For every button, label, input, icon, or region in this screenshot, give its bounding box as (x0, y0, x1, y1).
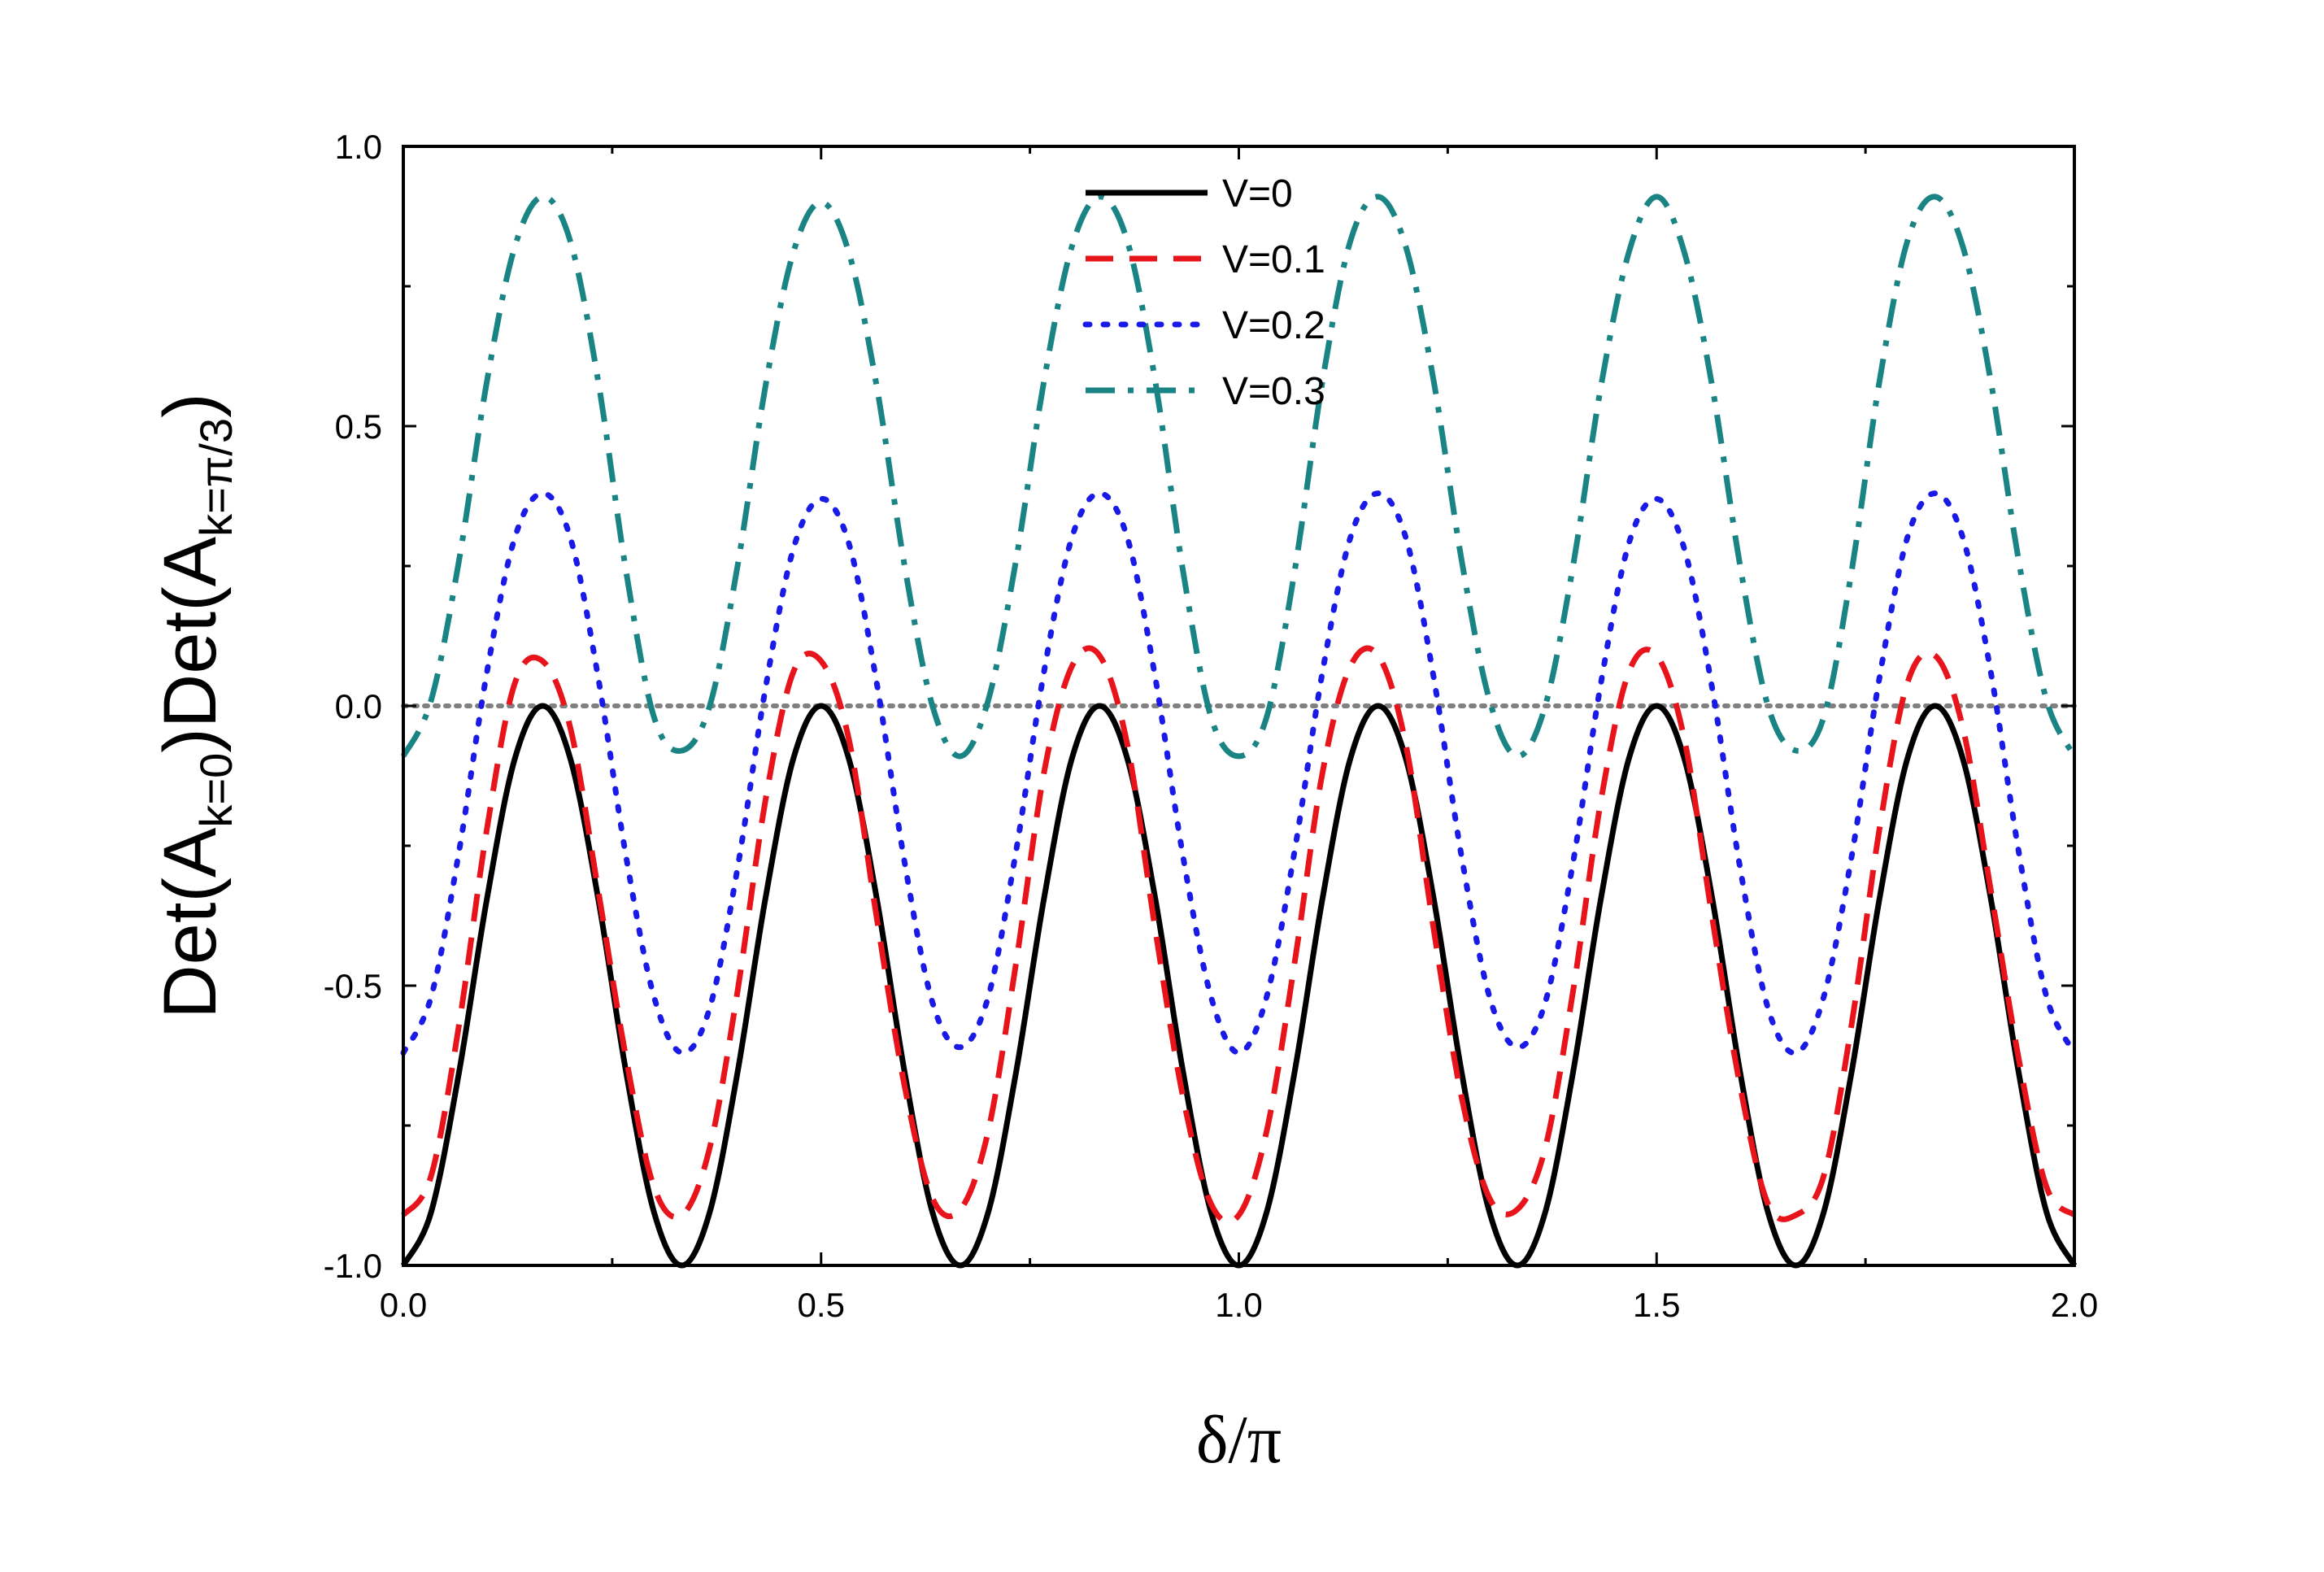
series-line-v-0-3 (400, 194, 2078, 760)
y-axis-label-part: ) (149, 393, 232, 418)
legend-label: V=0.2 (1222, 304, 1325, 347)
y-tick-label: -1.0 (324, 1247, 382, 1285)
legend-label: V=0 (1222, 172, 1293, 216)
x-tick-label: 1.5 (1633, 1286, 1680, 1324)
y-axis-label-part: Det(A (149, 827, 232, 1019)
y-tick-label: -0.5 (324, 967, 382, 1005)
y-tick-label: 0.0 (335, 687, 382, 725)
x-tick-label: 1.0 (1215, 1286, 1262, 1324)
y-axis-label-subscript: k=π/3 (190, 418, 242, 537)
x-axis-label: δ/π (1196, 1402, 1282, 1478)
legend-label: V=0.1 (1222, 238, 1325, 281)
y-tick-label: 1.0 (335, 128, 382, 166)
y-axis-label-subscript: k=0 (190, 753, 242, 828)
y-axis-label-part: )Det(A (149, 536, 232, 752)
series-line-v-0-2 (400, 490, 2078, 1056)
legend-label: V=0.3 (1222, 370, 1325, 413)
legend-item: V=0.3 (1086, 370, 1325, 413)
x-tick-label: 0.5 (798, 1286, 845, 1324)
legend-item: V=0.1 (1086, 238, 1325, 281)
legend-item: V=0 (1086, 172, 1293, 216)
x-tick-label: 0.0 (380, 1286, 427, 1324)
x-tick-label: 2.0 (2051, 1286, 2098, 1324)
legend-item: V=0.2 (1082, 304, 1325, 347)
series-line-v-0-1 (401, 645, 2077, 1226)
y-tick-label: 0.5 (335, 407, 382, 446)
y-axis-label: Det(Ak=0)Det(Ak=π/3) (149, 393, 242, 1019)
legend: V=0 V=0.1 V=0.2 V=0.3 (1082, 172, 1325, 413)
